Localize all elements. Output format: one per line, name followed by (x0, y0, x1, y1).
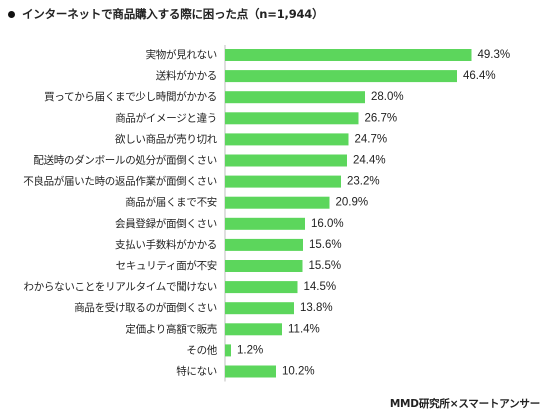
value-label: 10.2% (282, 366, 315, 378)
category-label: 買ってから届くまで少し時間がかかる (44, 90, 217, 103)
category-label: 配送時のダンボールの処分が面倒くさい (33, 154, 217, 167)
category-label: セキュリティ面が不安 (116, 259, 217, 272)
category-label: 定価より高額で販売 (125, 322, 217, 335)
bar (225, 175, 341, 188)
value-label: 23.2% (347, 176, 380, 188)
category-label: 商品がイメージと違う (115, 111, 217, 124)
bar (225, 133, 349, 146)
source-credit: MMD研究所×スマートアンサー (389, 398, 540, 410)
bar (225, 91, 365, 104)
bar (225, 344, 231, 357)
category-label: 送料がかかる (156, 69, 217, 82)
category-label: その他 (186, 343, 217, 356)
value-label: 13.8% (300, 302, 333, 314)
value-label: 49.3% (478, 49, 511, 61)
category-label: 不良品が届いた時の返品作業が面倒くさい (23, 175, 217, 188)
bar (225, 302, 294, 315)
bar (225, 260, 303, 272)
bar (225, 238, 303, 251)
bar (225, 196, 330, 209)
bar (225, 365, 276, 378)
category-label: 会員登録が面倒くさい (115, 217, 217, 230)
bar (225, 217, 305, 230)
bar (225, 70, 457, 83)
chart-title-row: インターネットで商品購入する際に困った点（n=1,944） (8, 6, 324, 22)
value-label: 28.0% (371, 91, 404, 103)
value-label: 24.7% (355, 133, 388, 145)
value-label: 11.4% (288, 323, 320, 335)
value-label: 1.2% (237, 344, 263, 356)
bar (225, 112, 359, 125)
value-label: 14.5% (304, 281, 337, 293)
chart-title: インターネットで商品購入する際に困った点（n=1,944） (22, 7, 324, 21)
bar (225, 323, 282, 336)
category-label: 欲しい商品が売り切れ (115, 132, 218, 145)
category-label: 商品が届くまで不安 (125, 196, 217, 209)
bar (225, 154, 347, 167)
bullet-icon (8, 10, 15, 18)
category-label: 特にない (176, 366, 217, 378)
value-label: 24.4% (353, 155, 386, 167)
value-label: 15.6% (309, 239, 342, 251)
value-label: 15.5% (309, 260, 342, 272)
category-label: 支払い手数料がかかる (115, 238, 217, 251)
value-label: 20.9% (336, 197, 369, 209)
value-label: 46.4% (463, 70, 496, 82)
value-label: 26.7% (365, 112, 398, 124)
bar (225, 49, 472, 61)
category-label: 商品を受け取るのが面倒くさい (74, 301, 217, 314)
bar (225, 281, 298, 294)
category-label: わからないことをリアルタイムで聞けない (24, 281, 217, 293)
value-label: 16.0% (311, 218, 344, 230)
category-label: 実物が見れない (146, 48, 217, 61)
